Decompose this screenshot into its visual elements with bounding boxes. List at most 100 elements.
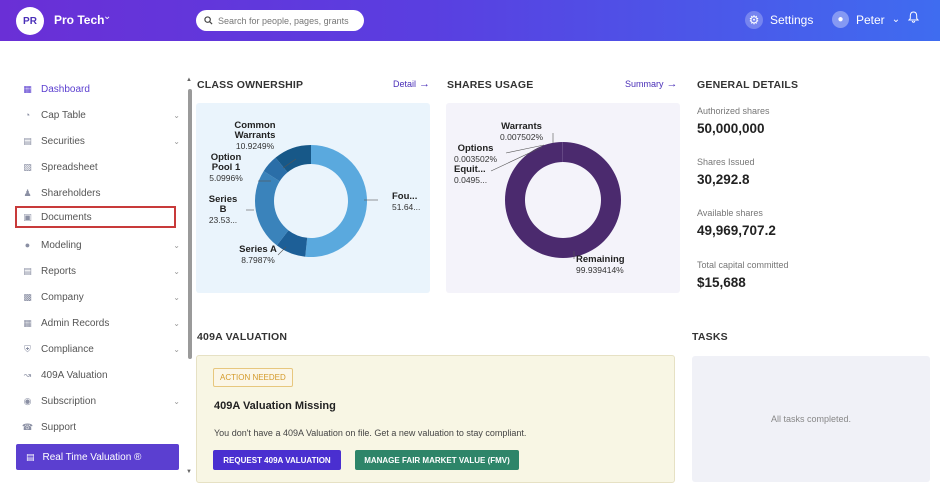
securities-icon: ▤: [23, 135, 32, 146]
sidebar-item-shareholders[interactable]: ♟ Shareholders: [22, 184, 182, 202]
label-pct: 0.003502%: [454, 154, 498, 164]
label-founders: Fou... 51.64...: [392, 192, 421, 213]
sidebar-item-compliance[interactable]: ⛨ Compliance ⌄: [22, 340, 182, 358]
valuation-icon: ↝: [23, 369, 32, 380]
manage-fmv-button[interactable]: MANAGE FAIR MARKET VALUE (FMV): [355, 450, 519, 470]
valuation-title: 409A VALUATION: [197, 331, 288, 343]
bell-icon[interactable]: [907, 11, 920, 26]
scroll-down-icon[interactable]: ▼: [186, 469, 192, 475]
class-ownership-panel: [196, 103, 430, 293]
user-menu[interactable]: ● Peter ⌄: [832, 11, 900, 28]
user-avatar-icon: ●: [832, 11, 849, 28]
sidebar-item-subscription[interactable]: ◉ Subscription ⌄: [22, 392, 182, 410]
sidebar-item-label: Reports: [41, 265, 77, 277]
search-box[interactable]: [196, 10, 364, 31]
summary-link[interactable]: Summary →: [625, 78, 678, 90]
shares-issued-value: 30,292.8: [697, 172, 750, 187]
label-remaining: Remaining 99.939414%: [576, 254, 625, 276]
label-name: Equit...: [454, 164, 486, 175]
tasks-title: TASKS: [692, 331, 728, 343]
scroll-up-icon[interactable]: ▲: [186, 77, 192, 83]
shares-usage-panel: [446, 103, 680, 293]
detail-link-label: Detail: [393, 79, 417, 89]
briefcase-icon: ▩: [23, 291, 32, 302]
label-pct: 51.64...: [392, 202, 421, 212]
label-pct: 8.7987%: [241, 255, 275, 265]
sidebar-item-label: Admin Records: [41, 317, 110, 329]
sidebar-item-spreadsheet[interactable]: ▧ Spreadsheet: [22, 158, 182, 176]
reports-icon: ▤: [23, 265, 32, 276]
sidebar-item-label: Securities: [41, 135, 85, 147]
label-equity: Equit... 0.0495...: [454, 164, 487, 186]
label-pct: 10.9249%: [235, 141, 275, 151]
chevron-down-icon: ⌄: [173, 110, 180, 120]
sidebar-item-label: Modeling: [41, 239, 82, 251]
donut-slice-series-a[interactable]: [276, 230, 308, 257]
detail-link[interactable]: Detail →: [393, 78, 430, 90]
org-name[interactable]: Pro Tech: [54, 13, 105, 27]
gear-icon: ⚙: [745, 11, 763, 29]
donut-slice-founders[interactable]: [305, 145, 367, 257]
settings-label: Settings: [770, 13, 814, 27]
shares-usage-title: SHARES USAGE: [447, 79, 534, 91]
arrow-right-icon: →: [419, 78, 431, 90]
valuation-card-title: 409A Valuation Missing: [214, 400, 336, 412]
sidebar-item-securities[interactable]: ▤ Securities ⌄: [22, 132, 182, 150]
label-name: Series A: [239, 244, 277, 255]
sidebar-item-409a-valuation[interactable]: ↝ 409A Valuation: [22, 366, 182, 384]
sidebar-item-documents[interactable]: ▣ Documents: [15, 206, 176, 228]
sidebar-item-modeling[interactable]: ● Modeling ⌄: [22, 236, 182, 254]
settings-button[interactable]: ⚙ Settings: [745, 11, 813, 29]
class-ownership-chart: [246, 145, 378, 257]
request-409a-button[interactable]: REQUEST 409A VALUATION: [213, 450, 341, 470]
general-details-title: GENERAL DETAILS: [697, 79, 799, 91]
chevron-down-icon: ⌄: [173, 344, 180, 354]
folder-icon: ▣: [23, 211, 32, 222]
label-warrants: Warrants 0.007502%: [500, 121, 544, 143]
dashboard-icon: ▦: [23, 83, 32, 94]
label-pct: 0.007502%: [500, 132, 544, 142]
label-option-pool: Option Pool 1 5.0996%: [205, 152, 247, 184]
search-icon: [204, 16, 213, 25]
available-shares-value: 49,969,707.2: [697, 223, 776, 238]
donut-slice-series-b[interactable]: [255, 171, 289, 246]
sidebar-item-admin-records[interactable]: ▦ Admin Records ⌄: [22, 314, 182, 332]
donut-slice-common-warrants[interactable]: [275, 145, 311, 173]
label-pct: 5.0996%: [209, 173, 243, 183]
user-name: Peter: [856, 12, 885, 27]
label-name: Options: [457, 143, 494, 154]
label-pct: 23.53...: [208, 215, 238, 225]
chevron-down-icon: ⌄: [173, 266, 180, 276]
donut-slice-option-pool-1[interactable]: [263, 157, 288, 182]
sidebar-item-cap-table[interactable]: ◔ Cap Table ⌄: [22, 106, 182, 124]
sidebar-item-label: 409A Valuation: [41, 369, 108, 381]
sidebar-item-label: Subscription: [41, 395, 97, 407]
sidebar-item-label: Spreadsheet: [41, 161, 98, 173]
sidebar-item-label: Support: [41, 421, 77, 433]
label-series-a: Series A 8.7987%: [238, 244, 278, 266]
sidebar-item-label: Dashboard: [41, 83, 90, 95]
tasks-panel: All tasks completed.: [692, 356, 930, 482]
sidebar-item-dashboard[interactable]: ▦ Dashboard: [22, 80, 182, 98]
sidebar-item-company[interactable]: ▩ Company ⌄: [22, 288, 182, 306]
chevron-down-icon: ⌄: [173, 396, 180, 406]
authorized-shares-label: Authorized shares: [697, 106, 770, 116]
label-name: Common Warrants: [234, 120, 276, 141]
org-avatar[interactable]: PR: [16, 7, 44, 35]
sidebar-item-label: Compliance: [41, 343, 94, 355]
donut-slice-remaining[interactable]: [505, 142, 622, 258]
label-name: Option Pool 1: [210, 152, 242, 173]
label-common-warrants: Common Warrants 10.9249%: [228, 120, 282, 152]
sidebar-item-reports[interactable]: ▤ Reports ⌄: [22, 262, 182, 280]
real-time-valuation-button[interactable]: ▤ Real Time Valuation ®: [16, 444, 179, 470]
label-options: Options 0.003502%: [454, 143, 498, 165]
available-shares-label: Available shares: [697, 208, 763, 218]
chevron-down-icon[interactable]: ⌄: [103, 11, 112, 22]
search-input[interactable]: [218, 15, 358, 26]
sidebar-item-support[interactable]: ☎ Support: [22, 418, 182, 436]
class-ownership-title: CLASS OWNERSHIP: [197, 79, 304, 91]
sidebar-scrollbar[interactable]: [188, 89, 192, 359]
label-name: Warrants: [501, 121, 542, 132]
label-name: Remaining: [576, 254, 625, 265]
chevron-down-icon: ⌄: [173, 292, 180, 302]
